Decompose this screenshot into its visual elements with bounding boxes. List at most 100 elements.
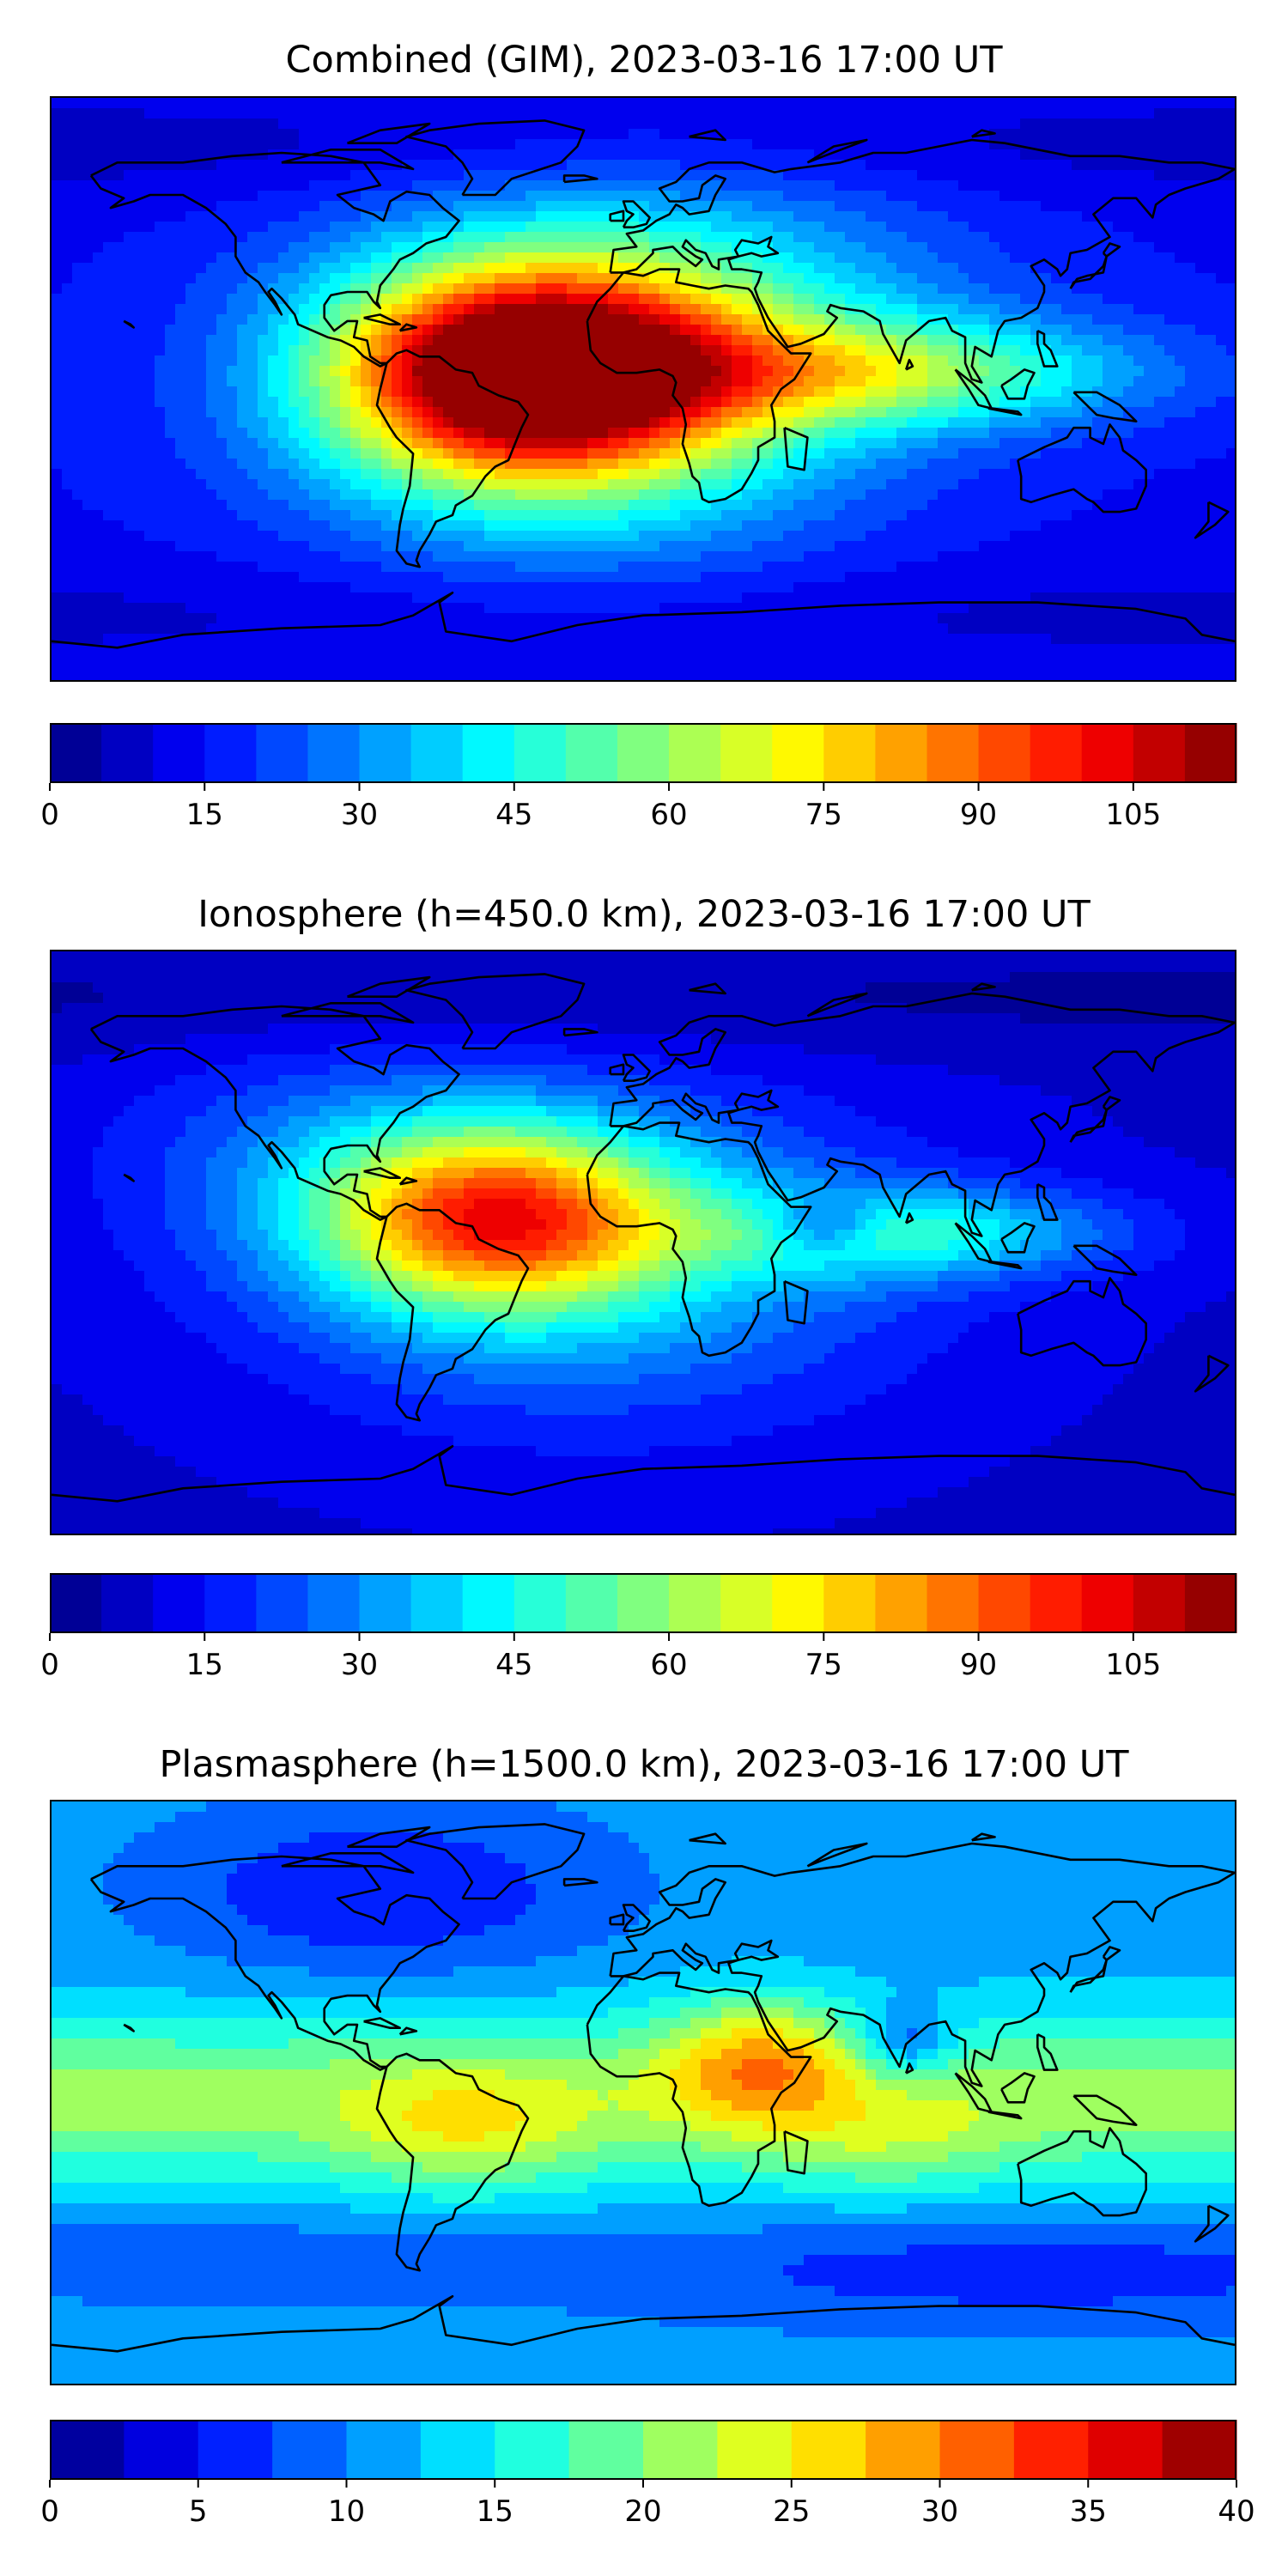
- coastline-15: [609, 210, 625, 222]
- coastline-20: [398, 323, 418, 332]
- coastline-24: [689, 129, 726, 142]
- coastline-22: [281, 1852, 415, 1874]
- colorbar-tick-label: 0: [40, 1648, 59, 1682]
- coastline-0: [89, 1005, 460, 1221]
- coastline-0: [89, 1855, 460, 2071]
- colorbar-swatch: [153, 1573, 205, 1633]
- coastline-19: [363, 1167, 401, 1179]
- colorbar-tick-label: 15: [477, 2494, 513, 2529]
- coastline-27: [123, 319, 135, 329]
- coastline-18: [904, 1212, 914, 1224]
- coastline-17: [783, 2130, 809, 2175]
- colorbar-tick-label: 60: [650, 798, 687, 832]
- coastline-24: [689, 1832, 726, 1845]
- coastline-16: [562, 1878, 598, 1887]
- colorbar-swatch: [256, 723, 308, 783]
- coastline-22: [281, 149, 415, 171]
- colorbar-swatch: [617, 723, 670, 783]
- combined-gim-title: Combined (GIM), 2023-03-16 17:00 UT: [285, 39, 1003, 82]
- colorbar-swatch: [720, 1573, 773, 1633]
- coastline-25: [806, 1842, 868, 1868]
- coastline-6: [52, 592, 1235, 649]
- colorbar-tick-label: 25: [773, 2494, 810, 2529]
- coastline-20: [398, 2026, 418, 2036]
- colorbar-swatch: [256, 1573, 308, 1633]
- coastline-15: [609, 1063, 625, 1076]
- colorbar-tick-label: 30: [341, 798, 378, 832]
- colorbar-swatch: [197, 2420, 273, 2480]
- colorbar-swatch: [307, 723, 361, 783]
- coastline-9: [1000, 368, 1036, 400]
- colorbar-swatch: [866, 2420, 940, 2480]
- coastline-23: [347, 975, 431, 998]
- colorbar-swatch: [101, 1573, 154, 1633]
- colorbar-swatch: [791, 2420, 866, 2480]
- colorbar-swatch: [1081, 723, 1134, 783]
- colorbar-swatch: [101, 723, 154, 783]
- coastline-21: [1194, 501, 1230, 539]
- colorbar-tick-label: 45: [495, 798, 532, 832]
- colorbar-swatch: [720, 723, 773, 783]
- colorbar-swatch: [1081, 1573, 1134, 1633]
- colorbar-tick-label: 90: [960, 798, 997, 832]
- coastline-10: [1072, 2094, 1138, 2126]
- colorbar-swatch: [772, 1573, 824, 1633]
- colorbar-swatch: [927, 723, 980, 783]
- colorbar-swatch: [359, 1573, 412, 1633]
- colorbar-swatch: [272, 2420, 347, 2480]
- coastline-5: [1017, 2127, 1147, 2217]
- colorbar-swatch: [204, 1573, 257, 1633]
- colorbar-swatch: [643, 2420, 718, 2480]
- colorbar-swatch: [50, 2420, 125, 2480]
- colorbar-swatch: [717, 2420, 793, 2480]
- coastline-21: [1194, 1354, 1230, 1393]
- coastline-4: [609, 138, 1235, 384]
- colorbar-swatch: [772, 723, 824, 783]
- colorbar-swatch: [875, 1573, 927, 1633]
- coastline-14: [622, 1904, 651, 1932]
- colorbar-swatch: [513, 1573, 567, 1633]
- colorbar-swatch: [823, 1573, 876, 1633]
- colorbar-swatch: [1030, 723, 1083, 783]
- coastline-25: [806, 138, 868, 164]
- colorbar-tick-label: 60: [650, 1648, 687, 1682]
- coastline-24: [689, 982, 726, 995]
- colorbar-swatch: [462, 723, 515, 783]
- colorbar-swatch: [50, 1573, 102, 1633]
- coastline-11: [1036, 2033, 1059, 2071]
- ionosphere-title: Ionosphere (h=450.0 km), 2023-03-16 17:0…: [197, 893, 1091, 936]
- coastline-10: [1072, 391, 1138, 422]
- coastline-1: [375, 1202, 530, 1422]
- colorbar-tick-label: 15: [186, 1648, 223, 1682]
- coastline-11: [1036, 1183, 1059, 1221]
- colorbar-swatch: [1184, 723, 1237, 783]
- colorbar-swatch: [1184, 1573, 1237, 1633]
- colorbar-tick-label: 0: [40, 2494, 59, 2529]
- coastline-26: [971, 982, 996, 992]
- coastline-19: [363, 2017, 401, 2029]
- coastline-22: [281, 1002, 415, 1024]
- ionosphere-colorbar: 0 15 30 45 60 75 90 105: [40, 1573, 1237, 1682]
- colorbar-swatch: [410, 1573, 464, 1633]
- colorbar-tick-label: 20: [624, 2494, 661, 2529]
- colorbar-tick-label: 35: [1070, 2494, 1107, 2529]
- colorbar-tick-label: 75: [805, 1648, 842, 1682]
- colorbar-tick-label: 0: [40, 798, 59, 832]
- colorbar-tick-label: 45: [495, 1648, 532, 1682]
- coastline-2: [405, 119, 586, 197]
- combined-gim-colorbar: 0 15 30 45 60 75 90 105: [40, 723, 1237, 832]
- colorbar-swatch: [669, 723, 721, 783]
- colorbar-tick-label: 105: [1105, 1648, 1161, 1682]
- combined-gim-map: [50, 96, 1236, 682]
- colorbar-swatch: [124, 2420, 199, 2480]
- colorbar-swatch: [346, 2420, 422, 2480]
- colorbar-swatch: [1013, 2420, 1089, 2480]
- colorbar-swatch: [978, 1573, 1031, 1633]
- colorbar-swatch: [1162, 2420, 1237, 2480]
- colorbar-swatch: [1030, 1573, 1083, 1633]
- plasmasphere-colorbar: 0 5 10 15 20 25 30 35 40: [40, 2420, 1255, 2529]
- coastline-27: [123, 1173, 135, 1182]
- colorbar-swatch: [50, 723, 102, 783]
- coastline-14: [622, 1054, 651, 1082]
- colorbar-swatch: [927, 1573, 980, 1633]
